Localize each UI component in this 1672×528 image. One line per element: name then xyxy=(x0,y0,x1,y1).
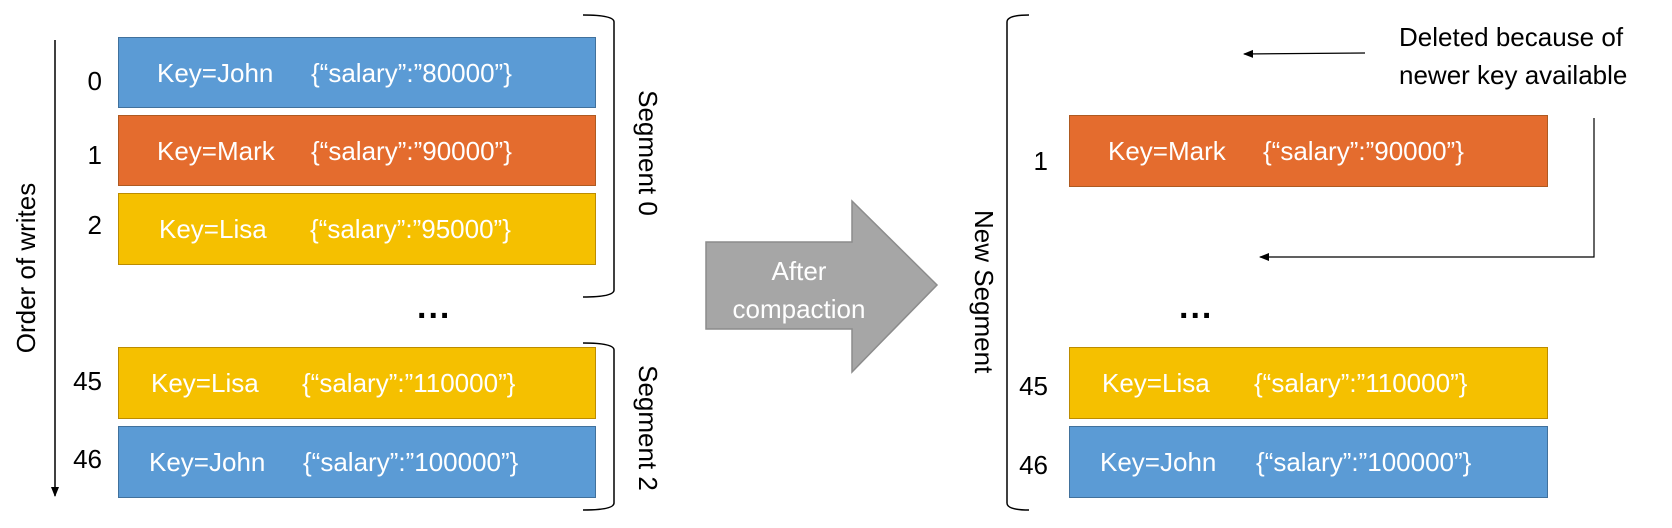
right-index-45: 45 xyxy=(1019,371,1048,401)
record-key: Key=Mark xyxy=(1108,136,1226,166)
deleted-note-line1: Deleted because of xyxy=(1399,22,1624,52)
record-value: {“salary”:”100000”} xyxy=(1256,447,1472,477)
record-key: Key=Lisa xyxy=(151,368,259,398)
record-value: {“salary”:”110000”} xyxy=(302,368,516,398)
new-segment-bracket xyxy=(1006,14,1030,511)
left-ellipsis: ... xyxy=(417,288,452,326)
segment0-bracket xyxy=(582,14,615,298)
record-key: Key=John xyxy=(149,447,266,477)
deleted-note: Deleted because of newer key available xyxy=(1399,18,1627,94)
left-index-1: 1 xyxy=(87,140,102,170)
segment2-bracket xyxy=(582,342,615,511)
record-value: {“salary”:”80000”} xyxy=(311,57,512,88)
record-key: Key=John xyxy=(1100,447,1217,477)
compaction-line1: After xyxy=(771,256,827,286)
record-key: Key=Lisa xyxy=(1102,368,1210,398)
new-segment-label: New Segment xyxy=(969,210,999,374)
deleted-arrow-top xyxy=(1243,49,1366,58)
right-record-1: Key=Mark {“salary”:”90000”} xyxy=(1069,115,1548,187)
left-index-0: 0 xyxy=(87,66,102,96)
record-key: Key=Lisa xyxy=(159,214,267,244)
right-record-45: Key=Lisa {“salary”:”110000”} xyxy=(1069,347,1548,419)
compaction-arrow-label: After compaction xyxy=(706,252,892,328)
right-record-46: Key=John {“salary”:”100000”} xyxy=(1069,426,1548,498)
left-index-46: 46 xyxy=(73,444,102,474)
record-value: {“salary”:”100000”} xyxy=(303,447,519,477)
left-index-2: 2 xyxy=(87,210,102,240)
record-value: {“salary”:”90000”} xyxy=(311,135,512,166)
right-index-1: 1 xyxy=(1033,146,1048,176)
left-record-0: Key=John {“salary”:”80000”} xyxy=(118,37,596,108)
deleted-arrow-bottom xyxy=(1259,118,1595,261)
order-of-writes-label: Order of writes xyxy=(11,182,41,354)
compaction-arrow xyxy=(705,199,939,374)
record-key: Key=Mark xyxy=(157,135,275,166)
record-value: {“salary”:”110000”} xyxy=(1254,368,1468,398)
left-record-1: Key=Mark {“salary”:”90000”} xyxy=(118,115,596,186)
left-index-45: 45 xyxy=(73,366,102,396)
compaction-line2: compaction xyxy=(732,294,866,324)
right-index-46: 46 xyxy=(1019,450,1048,480)
left-record-45: Key=Lisa {“salary”:”110000”} xyxy=(118,347,596,419)
left-record-46: Key=John {“salary”:”100000”} xyxy=(118,426,596,498)
segment2-label: Segment 2 xyxy=(633,365,663,491)
record-value: {“salary”:”90000”} xyxy=(1263,136,1464,166)
left-record-2: Key=Lisa {“salary”:”95000”} xyxy=(118,193,596,265)
segment0-label: Segment 0 xyxy=(633,90,663,216)
right-ellipsis: ... xyxy=(1179,288,1214,326)
record-key: Key=John xyxy=(157,57,274,88)
record-value: {“salary”:”95000”} xyxy=(310,214,511,244)
deleted-note-line2: newer key available xyxy=(1399,60,1628,90)
